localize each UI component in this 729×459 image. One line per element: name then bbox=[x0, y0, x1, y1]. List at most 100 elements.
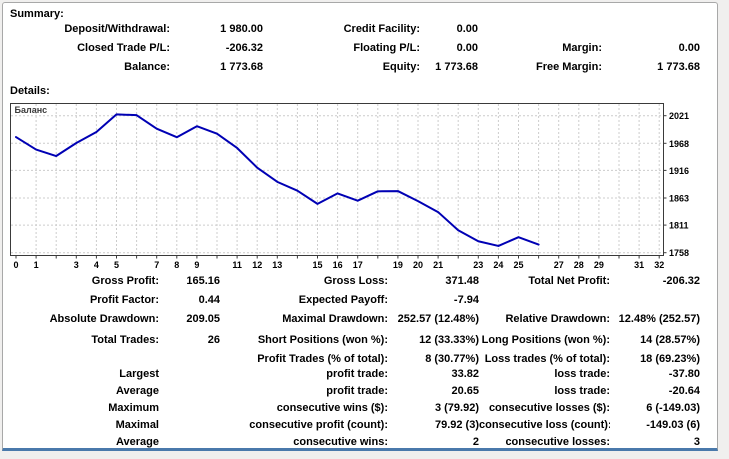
plot-border bbox=[10, 103, 664, 256]
x-tick-label: 9 bbox=[194, 260, 199, 270]
plot-area bbox=[10, 103, 664, 256]
x-tick-label: 24 bbox=[493, 260, 503, 270]
x-tick-label: 28 bbox=[574, 260, 584, 270]
stats-table-totals: Gross Profit: 165.16 Gross Loss: 371.48 Tota… bbox=[3, 272, 709, 329]
x-tick-label: 16 bbox=[333, 260, 343, 270]
stats-cell-label: Profit Trades (% of total): bbox=[257, 353, 388, 365]
x-tick-label: 20 bbox=[413, 260, 423, 270]
summary-cell-value: 1 773.68 bbox=[220, 61, 263, 73]
summary-table: Deposit/Withdrawal: 1 980.00 Credit Facili… bbox=[3, 20, 709, 77]
y-tick-label: 1811 bbox=[669, 221, 689, 231]
stats-cell-value: -7.94 bbox=[453, 294, 479, 306]
stats-cell-label: Gross Profit: bbox=[91, 275, 159, 287]
stats-cell-label: consecutive losses ($): bbox=[488, 402, 610, 414]
x-tick-label: 17 bbox=[353, 260, 363, 270]
stats-cell-value: 3 bbox=[693, 436, 700, 448]
summary-cell-value: 0.00 bbox=[456, 42, 478, 54]
stats-cell-label: Largest bbox=[119, 368, 159, 380]
stats-cell-label: profit trade: bbox=[326, 368, 388, 380]
x-tick-label: 15 bbox=[312, 260, 322, 270]
x-tick-label: 1 bbox=[34, 260, 39, 270]
summary-cell-value: 1 980.00 bbox=[220, 23, 263, 35]
stats-cell-label: Maximal bbox=[115, 419, 159, 431]
summary-cell-label: Deposit/Withdrawal: bbox=[64, 23, 170, 35]
stats-cell-label: Relative Drawdown: bbox=[505, 313, 610, 325]
summary-cell-label: Balance: bbox=[124, 61, 170, 73]
stats-cell-label: consecutive profit (count): bbox=[249, 419, 388, 431]
stats-cell-label: Loss trades (% of total): bbox=[484, 353, 610, 365]
stats-cell-label: Average bbox=[115, 385, 159, 397]
stats-cell-label: Maximum bbox=[108, 402, 159, 414]
stats-cell-value: 3 (79.92) bbox=[434, 402, 479, 414]
stats-cell-label: Short Positions (won %): bbox=[257, 334, 388, 346]
stats-cell-label: Gross Loss: bbox=[323, 275, 388, 287]
summary-cell-value: 0.00 bbox=[456, 23, 478, 35]
stats-cell-label: consecutive losses: bbox=[505, 436, 610, 448]
summary-cell-label: Credit Facility: bbox=[343, 23, 420, 35]
stats-cell-value bbox=[159, 434, 220, 451]
x-tick-label: 19 bbox=[393, 260, 403, 270]
y-tick-label: 2021 bbox=[669, 111, 689, 121]
stats-cell-value: 33.82 bbox=[451, 368, 479, 380]
stats-cell-value: 252.57 (12.48%) bbox=[397, 313, 479, 325]
stats-cell-label: Maximal Drawdown: bbox=[282, 313, 388, 325]
stats-cell-label: Total Net Profit: bbox=[528, 275, 610, 287]
stats-cell-label: Long Positions (won %): bbox=[481, 334, 610, 346]
account-report-panel: Summary: Deposit/Withdrawal: 1 980.00 Cred… bbox=[2, 2, 718, 451]
stats-cell-value: 8 (30.77%) bbox=[425, 353, 479, 365]
summary-cell-value: 0.00 bbox=[678, 42, 700, 54]
x-tick-label: 13 bbox=[272, 260, 282, 270]
summary-cell-value: -206.32 bbox=[225, 42, 263, 54]
stats-cell-value: 2 bbox=[472, 436, 479, 448]
stats-cell-value: 6 (-149.03) bbox=[646, 402, 700, 414]
stats-cell-value bbox=[159, 366, 220, 383]
stats-cell-label: consecutive loss (count): bbox=[479, 419, 610, 431]
x-tick-label: 8 bbox=[174, 260, 179, 270]
balance-chart: 0 1 3 4 5 7 8 9 11 12 13 15 16 17 19 20 21 23 24 25 27 28 29 31… bbox=[10, 103, 689, 270]
stats-cell-label: loss trade: bbox=[554, 368, 610, 380]
summary-cell-label: Margin: bbox=[562, 42, 602, 54]
stats-cell-label: Average bbox=[115, 436, 159, 448]
stats-cell-label: consecutive wins ($): bbox=[276, 402, 388, 414]
summary-cell-label bbox=[478, 20, 602, 39]
x-tick-label: 21 bbox=[433, 260, 443, 270]
x-tick-label: 3 bbox=[74, 260, 79, 270]
stats-cell-value: -149.03 (6) bbox=[646, 419, 700, 431]
summary-cell-value bbox=[602, 20, 700, 39]
stats-table-series: Largest profit trade: 33.82 loss trade: -37.… bbox=[3, 366, 709, 451]
stats-cell-value: -37.80 bbox=[668, 368, 700, 380]
stats-cell-label: Absolute Drawdown: bbox=[49, 313, 159, 325]
summary-heading: Summary: bbox=[10, 8, 64, 20]
summary-cell-value: 1 773.68 bbox=[435, 61, 478, 73]
stats-cell-value bbox=[159, 417, 220, 434]
x-tick-label: 4 bbox=[94, 260, 99, 270]
x-tick-label: 0 bbox=[13, 260, 18, 270]
x-tick-label: 7 bbox=[154, 260, 159, 270]
summary-cell-label: Equity: bbox=[382, 61, 420, 73]
stats-cell-value bbox=[159, 383, 220, 400]
stats-cell-value: 18 (69.23%) bbox=[640, 353, 700, 365]
x-tick-label: 32 bbox=[654, 260, 664, 270]
stats-cell-value: 26 bbox=[207, 334, 220, 346]
x-tick-label: 23 bbox=[473, 260, 483, 270]
details-heading: Details: bbox=[10, 85, 50, 97]
stats-cell-label: Profit Factor: bbox=[89, 294, 159, 306]
y-tick-label: 1758 bbox=[669, 248, 689, 258]
summary-cell-value: 1 773.68 bbox=[657, 61, 700, 73]
summary-cell-label: Free Margin: bbox=[535, 61, 602, 73]
stats-cell-value: -20.64 bbox=[668, 385, 700, 397]
stats-cell-value: 165.16 bbox=[186, 275, 220, 287]
stats-table-trades: Total Trades: 26 Short Positions (won %): 1… bbox=[3, 331, 709, 369]
stats-cell-label: Expected Payoff: bbox=[298, 294, 388, 306]
stats-cell-value: 371.48 bbox=[445, 275, 479, 287]
summary-cell-label: Floating P/L: bbox=[353, 42, 420, 54]
stats-cell-label: consecutive wins: bbox=[293, 436, 388, 448]
x-tick-label: 5 bbox=[114, 260, 119, 270]
stats-cell-value: 209.05 bbox=[186, 313, 220, 325]
summary-cell-label: Closed Trade P/L: bbox=[77, 42, 170, 54]
stats-cell-value: 12 (33.33%) bbox=[419, 334, 479, 346]
stats-cell-value bbox=[610, 291, 700, 310]
x-tick-label: 12 bbox=[252, 260, 262, 270]
stats-cell-label: Total Trades: bbox=[91, 334, 159, 346]
stats-cell-value: 79.92 (3) bbox=[434, 419, 479, 431]
